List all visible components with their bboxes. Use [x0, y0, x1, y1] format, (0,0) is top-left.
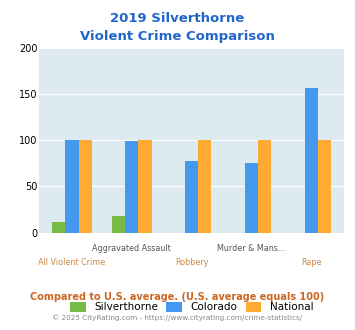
Bar	[185, 161, 198, 233]
Bar	[318, 140, 331, 233]
Bar	[78, 140, 92, 233]
Bar	[125, 141, 138, 233]
Legend: Silverthorne, Colorado, National: Silverthorne, Colorado, National	[70, 302, 313, 313]
Bar	[138, 140, 152, 233]
Text: Robbery: Robbery	[175, 258, 208, 267]
Text: Rape: Rape	[301, 258, 322, 267]
Bar	[245, 163, 258, 233]
Bar	[305, 87, 318, 233]
Text: Aggravated Assault: Aggravated Assault	[92, 244, 171, 253]
Text: Murder & Mans...: Murder & Mans...	[217, 244, 286, 253]
Bar	[258, 140, 271, 233]
Bar	[52, 221, 65, 233]
Text: 2019 Silverthorne: 2019 Silverthorne	[110, 12, 245, 24]
Text: Violent Crime Comparison: Violent Crime Comparison	[80, 30, 275, 43]
Bar	[112, 216, 125, 233]
Text: All Violent Crime: All Violent Crime	[38, 258, 105, 267]
Bar	[65, 140, 78, 233]
Text: Compared to U.S. average. (U.S. average equals 100): Compared to U.S. average. (U.S. average …	[31, 292, 324, 302]
Bar	[198, 140, 212, 233]
Text: © 2025 CityRating.com - https://www.cityrating.com/crime-statistics/: © 2025 CityRating.com - https://www.city…	[53, 314, 302, 321]
